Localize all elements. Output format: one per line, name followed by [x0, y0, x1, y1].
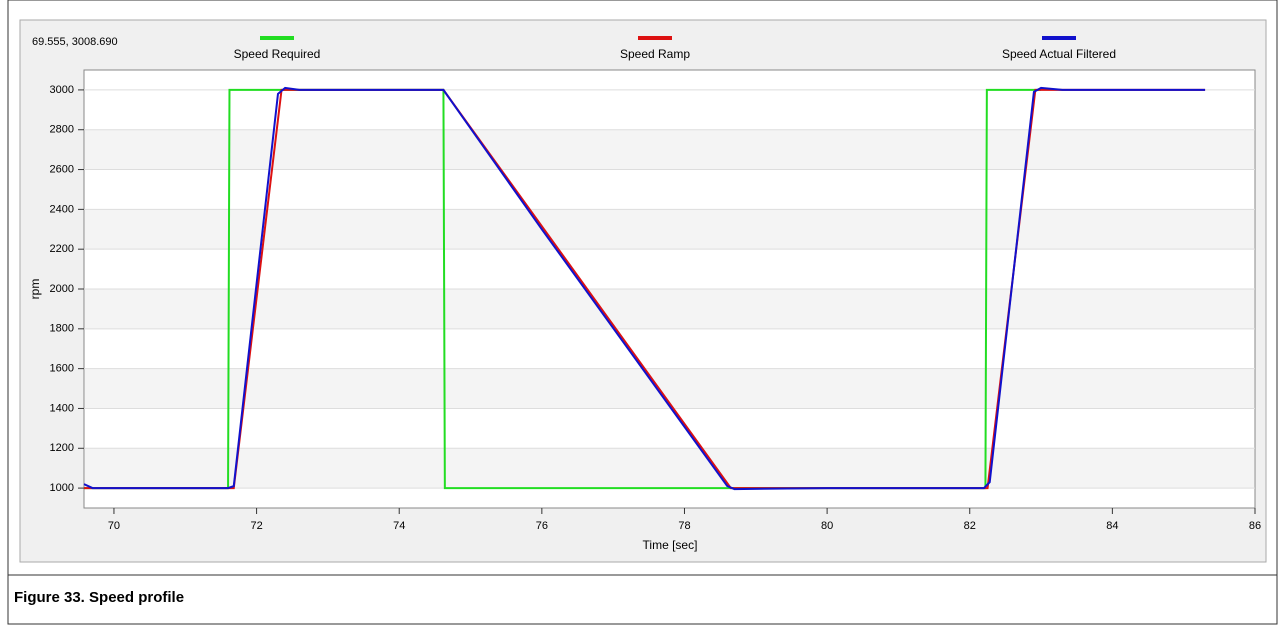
legend-label: Speed Required	[234, 47, 321, 61]
x-tick-label: 74	[393, 520, 405, 532]
series-line	[83, 86, 1206, 491]
x-tick-label: 82	[964, 520, 976, 532]
x-tick-label: 78	[678, 520, 690, 532]
x-tick-label: 72	[250, 520, 262, 532]
y-tick-label: 3000	[50, 84, 74, 96]
y-tick-label: 2400	[50, 203, 74, 215]
legend-label: Speed Actual Filtered	[1002, 47, 1116, 61]
legend-label: Speed Ramp	[620, 47, 690, 61]
y-tick-label: 2000	[50, 283, 74, 295]
x-tick-label: 76	[536, 520, 548, 532]
y-tick-label: 1400	[50, 402, 74, 414]
grid-band	[85, 448, 1254, 489]
cursor-readout: 69.555, 3008.690	[32, 36, 118, 48]
series-line	[84, 88, 1042, 490]
x-tick-label: 84	[1106, 520, 1118, 532]
x-tick-label: 80	[821, 520, 833, 532]
y-tick-label: 1000	[50, 482, 74, 494]
y-tick-label: 1600	[50, 363, 74, 375]
grid-band	[85, 289, 1254, 329]
y-axis-label: rpm	[28, 279, 42, 300]
grid-band	[85, 129, 1254, 170]
y-tick-label: 1800	[50, 323, 74, 335]
legend-swatch	[638, 36, 672, 40]
figure-caption: Figure 33. Speed profile	[14, 589, 184, 606]
y-tick-label: 2800	[50, 124, 74, 136]
legend-swatch	[260, 36, 294, 40]
grid-band	[85, 209, 1254, 250]
y-tick-label: 2200	[50, 243, 74, 255]
x-tick-label: 70	[108, 520, 120, 532]
y-tick-label: 1200	[50, 442, 74, 454]
x-axis-label: Time [sec]	[643, 538, 698, 552]
y-tick-label: 2600	[50, 163, 74, 175]
x-tick-label: 86	[1249, 520, 1261, 532]
legend-swatch	[1042, 36, 1076, 40]
